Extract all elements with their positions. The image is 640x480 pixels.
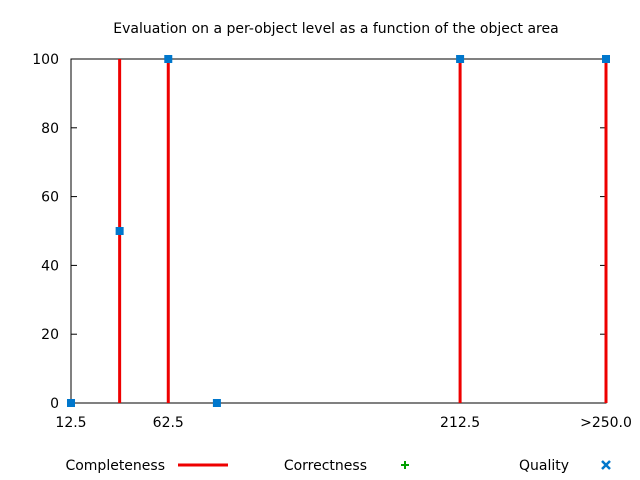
chart-title: Evaluation on a per-object level as a fu…	[113, 21, 558, 37]
x-tick-label: >250.0	[580, 415, 632, 431]
legend-label: Correctness	[284, 458, 367, 474]
y-tick-label: 0	[50, 396, 59, 412]
quality-point	[456, 55, 465, 63]
quality-point	[602, 55, 610, 63]
x-axis: 12.5 62.5 212.5 >250.0	[55, 59, 632, 431]
x-tick-label: 62.5	[153, 415, 184, 431]
legend-plus-swatch	[401, 461, 409, 469]
quality-point	[67, 399, 75, 407]
series-layer	[67, 55, 610, 407]
quality-point	[164, 55, 173, 63]
y-tick-label: 20	[41, 327, 59, 343]
legend-label: Completeness	[65, 458, 165, 474]
legend: Completeness Correctness Quality	[65, 458, 611, 474]
quality-point	[212, 399, 221, 407]
quality-point	[115, 227, 124, 235]
plot-frame	[70, 58, 607, 404]
legend-cross-swatch	[601, 460, 611, 470]
y-tick-label: 40	[41, 258, 59, 274]
legend-label: Quality	[519, 458, 569, 474]
x-tick-label: 12.5	[55, 415, 86, 431]
y-axis: 0 20 40 60 80 100	[32, 52, 606, 412]
y-tick-label: 60	[41, 190, 59, 206]
y-tick-label: 80	[41, 121, 59, 137]
y-tick-label: 100	[32, 52, 59, 68]
x-tick-label: 212.5	[440, 415, 480, 431]
